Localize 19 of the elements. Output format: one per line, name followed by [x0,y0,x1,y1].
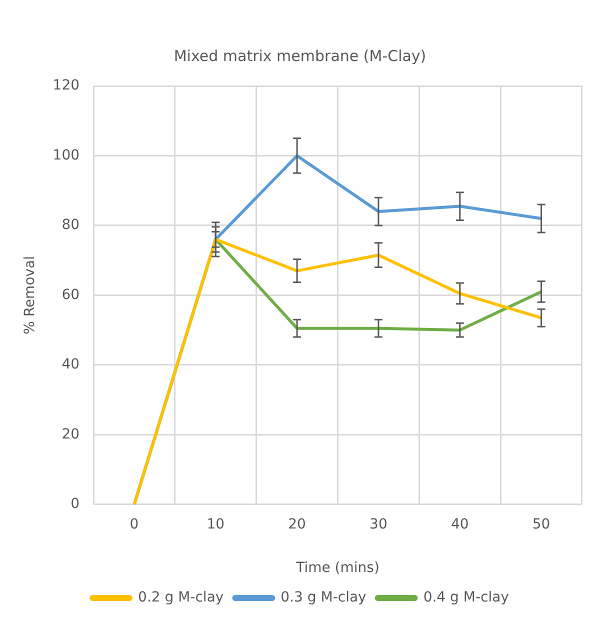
x-tick-label: 40 [450,516,469,532]
y-tick-label: 40 [62,356,80,373]
y-tick-label: 120 [52,78,80,94]
y-axis-title: % Removal [22,256,38,334]
y-tick-label: 80 [62,217,80,234]
x-axis-title: Time (mins) [295,560,380,576]
legend-label: 0.2 g M-clay [138,590,224,606]
chart-title: Mixed matrix membrane (M-Clay) [174,46,426,65]
x-tick-label: 10 [206,516,225,532]
y-tick-label: 100 [52,147,80,164]
legend-label: 0.3 g M-clay [280,590,366,606]
y-tick-label: 60 [62,286,80,303]
legend-label: 0.4 g M-clay [423,590,509,606]
y-tick-label: 20 [62,426,80,442]
x-tick-label: 20 [288,516,306,532]
x-tick-label: 50 [532,516,550,532]
y-tick-label: 0 [70,496,80,512]
x-tick-label: 0 [130,516,139,532]
x-tick-label: 30 [370,516,388,532]
